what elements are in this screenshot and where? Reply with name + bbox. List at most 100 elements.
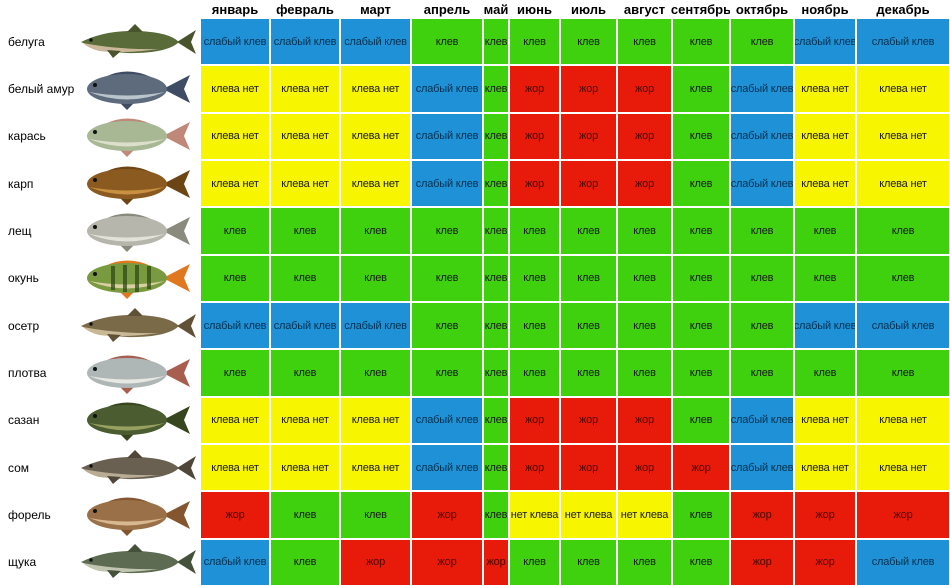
bite-cell: слабый клев bbox=[411, 112, 483, 160]
bite-cell: клев bbox=[340, 491, 411, 539]
fish-name-label: форель bbox=[0, 491, 75, 539]
bite-cell: жор bbox=[560, 112, 617, 160]
bite-cell: клев bbox=[483, 112, 509, 160]
month-header-2: февраль bbox=[270, 0, 340, 18]
month-header-5: май bbox=[483, 0, 509, 18]
bite-cell: слабый клев bbox=[856, 301, 950, 350]
bite-cell: жор bbox=[411, 538, 483, 586]
bite-cell: клев bbox=[672, 18, 730, 66]
bite-cell: клев bbox=[340, 207, 411, 255]
bite-cell: клева нет bbox=[270, 396, 340, 444]
bite-cell: жор bbox=[617, 112, 672, 160]
bite-cell: клев bbox=[560, 18, 617, 66]
roach-fish-icon bbox=[75, 349, 200, 397]
bite-cell: клев bbox=[509, 349, 560, 397]
bite-cell: клев bbox=[483, 491, 509, 539]
bite-cell: клев bbox=[672, 112, 730, 160]
bite-cell: слабый клев bbox=[730, 65, 794, 113]
bite-cell: клев bbox=[509, 207, 560, 255]
bite-cell: жор bbox=[509, 396, 560, 444]
month-header-4: апрель bbox=[411, 0, 483, 18]
bite-cell: клев bbox=[270, 538, 340, 586]
bite-cell: клев bbox=[270, 254, 340, 302]
bite-cell: клев bbox=[270, 349, 340, 397]
bite-cell: клев bbox=[560, 538, 617, 586]
bite-cell: слабый клев bbox=[411, 443, 483, 492]
bite-cell: клева нет bbox=[856, 112, 950, 160]
bite-cell: клева нет bbox=[200, 443, 270, 492]
bite-cell: клев bbox=[730, 254, 794, 302]
bite-cell: жор bbox=[730, 491, 794, 539]
bite-cell: клева нет bbox=[794, 65, 856, 113]
bite-cell: жор bbox=[560, 443, 617, 492]
bite-cell: жор bbox=[411, 491, 483, 539]
bite-cell: клева нет bbox=[270, 112, 340, 160]
fish-name-label: белый амур bbox=[0, 65, 75, 113]
bite-cell: клева нет bbox=[340, 396, 411, 444]
bite-cell: клев bbox=[794, 349, 856, 397]
carp-fish-icon bbox=[75, 159, 200, 208]
bite-cell: клев bbox=[617, 254, 672, 302]
bite-cell: клев bbox=[794, 254, 856, 302]
bite-cell: клев bbox=[509, 301, 560, 350]
pike-fish-icon bbox=[75, 538, 200, 586]
month-header-6: июнь bbox=[509, 0, 560, 18]
bite-cell: жор bbox=[672, 443, 730, 492]
bite-cell: слабый клев bbox=[794, 18, 856, 66]
bite-cell: клева нет bbox=[794, 443, 856, 492]
bite-cell: жор bbox=[617, 65, 672, 113]
bite-cell: клев bbox=[730, 207, 794, 255]
bite-cell: клев bbox=[617, 301, 672, 350]
bite-cell: жор bbox=[509, 112, 560, 160]
bite-cell: жор bbox=[560, 396, 617, 444]
bite-cell: клев bbox=[270, 491, 340, 539]
bite-cell: слабый клев bbox=[730, 443, 794, 492]
bite-cell: клев bbox=[560, 301, 617, 350]
bite-cell: клева нет bbox=[200, 65, 270, 113]
bite-cell: клев bbox=[794, 207, 856, 255]
bite-cell: клев bbox=[672, 207, 730, 255]
bite-cell: клев bbox=[340, 254, 411, 302]
bite-cell: жор bbox=[856, 491, 950, 539]
bite-cell: клев bbox=[672, 65, 730, 113]
month-header-12: декабрь bbox=[856, 0, 950, 18]
bite-cell: слабый клев bbox=[794, 301, 856, 350]
bite-cell: клева нет bbox=[340, 159, 411, 208]
bite-cell: клева нет bbox=[856, 443, 950, 492]
bite-cell: слабый клев bbox=[340, 301, 411, 350]
fish-name-label: осетр bbox=[0, 301, 75, 350]
fish-name-label: карась bbox=[0, 112, 75, 160]
bite-cell: слабый клев bbox=[200, 18, 270, 66]
bite-cell: клев bbox=[200, 349, 270, 397]
bite-cell: клев bbox=[730, 301, 794, 350]
crucian-carp-fish-icon bbox=[75, 112, 200, 160]
bite-cell: жор bbox=[483, 538, 509, 586]
sturgeon-fish-icon bbox=[75, 301, 200, 350]
month-header-11: ноябрь bbox=[794, 0, 856, 18]
bite-cell: клева нет bbox=[794, 112, 856, 160]
month-header-9: сентябрь bbox=[670, 0, 732, 18]
bite-cell: клев bbox=[672, 538, 730, 586]
bite-cell: клева нет bbox=[340, 112, 411, 160]
fish-name-label: щука bbox=[0, 538, 75, 586]
bite-cell: клев bbox=[672, 301, 730, 350]
grass-carp-fish-icon bbox=[75, 65, 200, 113]
bite-cell: клев bbox=[856, 254, 950, 302]
bite-cell: слабый клев bbox=[411, 396, 483, 444]
bite-cell: слабый клев bbox=[270, 18, 340, 66]
bite-cell: клев bbox=[617, 538, 672, 586]
bite-cell: клев bbox=[411, 349, 483, 397]
bite-cell: клева нет bbox=[270, 65, 340, 113]
bite-cell: жор bbox=[200, 491, 270, 539]
bite-cell: жор bbox=[560, 159, 617, 208]
bite-cell: жор bbox=[340, 538, 411, 586]
bite-cell: клев bbox=[672, 396, 730, 444]
bite-cell: клев bbox=[617, 18, 672, 66]
bite-cell: клев bbox=[856, 207, 950, 255]
fish-name-label: карп bbox=[0, 159, 75, 208]
bream-fish-icon bbox=[75, 207, 200, 255]
month-header-1: январь bbox=[200, 0, 270, 18]
bite-cell: клева нет bbox=[856, 396, 950, 444]
